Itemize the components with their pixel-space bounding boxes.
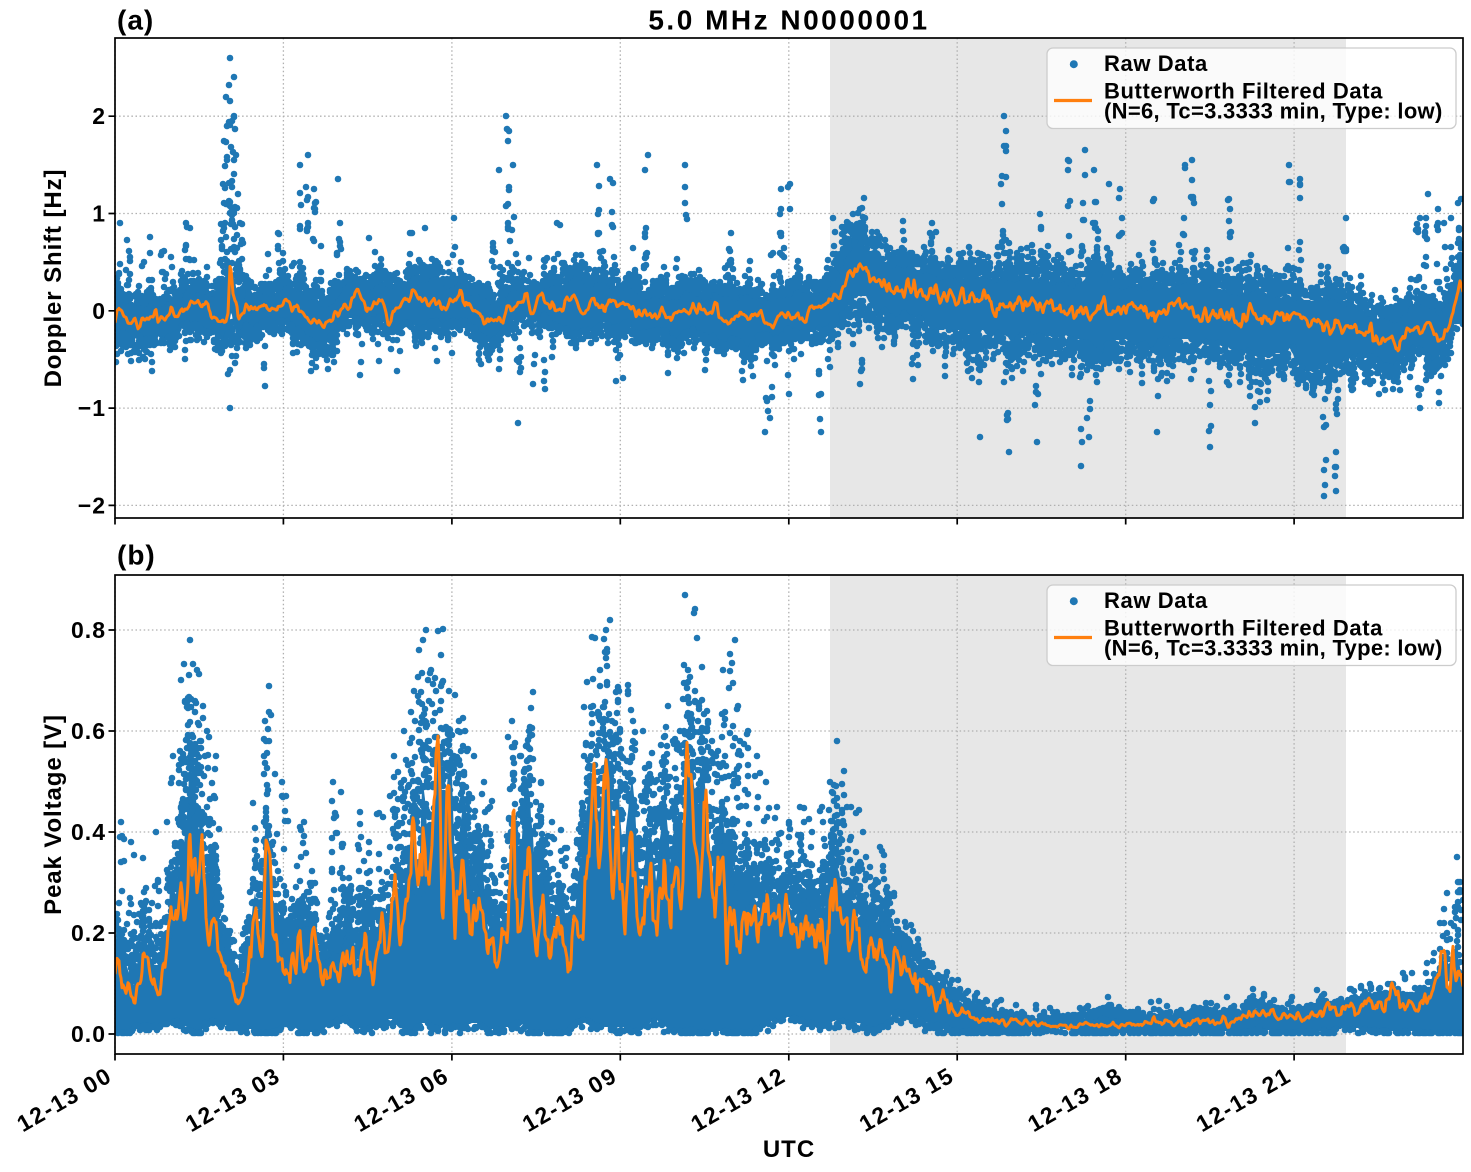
svg-text:0.4: 0.4: [71, 819, 106, 845]
svg-text:Butterworth Filtered Data: Butterworth Filtered Data: [1104, 616, 1383, 641]
svg-text:0.2: 0.2: [71, 920, 106, 946]
svg-text:Peak Voltage [V]: Peak Voltage [V]: [40, 714, 67, 915]
svg-text:Raw Data: Raw Data: [1104, 588, 1208, 613]
svg-text:Doppler Shift [Hz]: Doppler Shift [Hz]: [40, 169, 67, 388]
svg-text:0.0: 0.0: [71, 1021, 106, 1047]
svg-text:(a): (a): [117, 5, 154, 36]
svg-text:Raw Data: Raw Data: [1104, 51, 1208, 76]
svg-text:(N=6, Tc=3.3333 min, Type: low: (N=6, Tc=3.3333 min, Type: low): [1104, 99, 1443, 124]
svg-text:−1: −1: [78, 395, 106, 421]
svg-text:(b): (b): [117, 540, 156, 571]
svg-text:(N=6, Tc=3.3333 min, Type: low: (N=6, Tc=3.3333 min, Type: low): [1104, 636, 1443, 661]
svg-text:UTC: UTC: [763, 1136, 815, 1163]
svg-text:0.6: 0.6: [71, 718, 106, 744]
svg-text:2: 2: [92, 103, 106, 129]
svg-text:0: 0: [92, 298, 106, 324]
svg-text:1: 1: [92, 201, 106, 227]
svg-text:−2: −2: [78, 492, 106, 518]
svg-text:Butterworth Filtered Data: Butterworth Filtered Data: [1104, 79, 1383, 104]
svg-text:0.8: 0.8: [71, 617, 106, 643]
svg-text:5.0 MHz N0000001: 5.0 MHz N0000001: [648, 5, 929, 36]
